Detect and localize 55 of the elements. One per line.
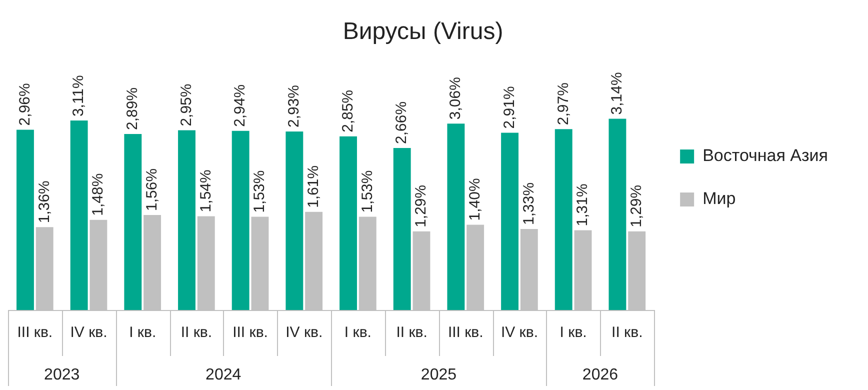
- x-tick-label: II кв.: [612, 324, 643, 342]
- data-label: 1,53%: [251, 170, 268, 213]
- x-tick-label: III кв.: [448, 324, 484, 342]
- text: 2026: [582, 366, 618, 384]
- text: 2023: [44, 366, 80, 384]
- bar: [16, 130, 34, 310]
- bar: [178, 130, 196, 310]
- legend-label: Восточная Азия: [702, 146, 828, 166]
- x-tick-label: II кв.: [180, 324, 212, 342]
- data-label: 1,29%: [412, 184, 430, 228]
- bar: [501, 132, 518, 310]
- data-label: 1,33%: [520, 182, 538, 225]
- x-tick-label: III кв.: [232, 324, 268, 342]
- data-label: 3,14%: [608, 72, 626, 115]
- x-tick-label: II кв.: [396, 324, 428, 342]
- bar: [124, 134, 142, 310]
- data-label: 1,56%: [143, 168, 160, 211]
- chart-title: Вирусы (Virus): [342, 18, 504, 46]
- data-label: 1,29%: [628, 184, 645, 228]
- data-label: 2,95%: [178, 84, 195, 126]
- bar: [70, 120, 88, 310]
- data-label: 1,36%: [36, 180, 53, 224]
- legend-label: Мир: [702, 189, 736, 208]
- x-tick-label: IV кв.: [500, 324, 538, 342]
- data-label: 2,89%: [124, 87, 142, 130]
- data-label: 1,61%: [304, 165, 322, 208]
- data-label: 1,53%: [358, 170, 376, 213]
- x-tick-label: IV кв.: [286, 324, 323, 342]
- bar: [286, 132, 304, 310]
- x-tick-label: I кв.: [344, 324, 372, 342]
- x-tick-label: III кв.: [17, 324, 53, 342]
- data-label: 1,31%: [574, 184, 592, 226]
- bar: [447, 124, 465, 310]
- data-label: 2,93%: [286, 84, 303, 128]
- bar: [232, 130, 250, 310]
- data-label: 2,94%: [232, 84, 249, 127]
- data-label: 2,97%: [554, 82, 572, 126]
- x-tick-label: IV кв.: [70, 324, 108, 342]
- data-label: 1,48%: [90, 173, 107, 216]
- data-label: 1,40%: [466, 178, 484, 221]
- data-label: 2,96%: [16, 83, 34, 126]
- data-label: 3,11%: [70, 75, 88, 117]
- x-tick-label: I кв.: [560, 324, 587, 342]
- bar: [393, 148, 411, 310]
- bar: [340, 136, 357, 310]
- bar: [554, 129, 572, 310]
- x-tick-label: I кв.: [129, 324, 156, 342]
- data-label: 2,66%: [393, 101, 410, 144]
- data-label: 2,85%: [339, 90, 356, 132]
- data-label: 1,54%: [197, 170, 214, 212]
- data-label: 2,91%: [500, 86, 518, 129]
- text: 2025: [420, 366, 457, 384]
- bar: [608, 118, 626, 310]
- data-label: 3,06%: [447, 77, 464, 120]
- text: 2024: [206, 366, 242, 384]
